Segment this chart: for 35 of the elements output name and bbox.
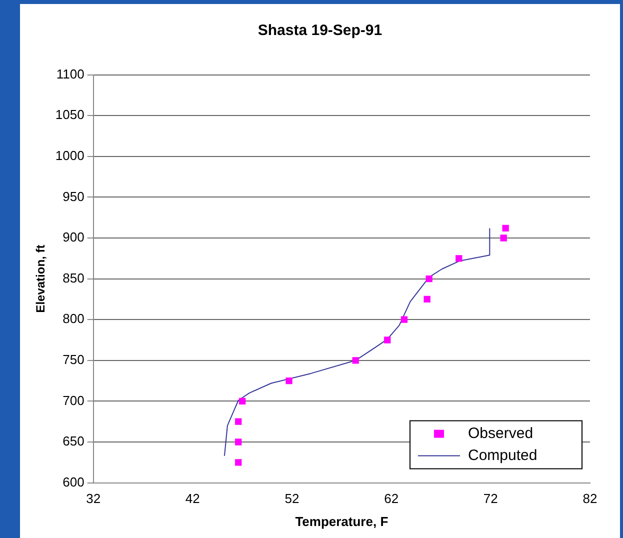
y-tick-label: 650 <box>62 434 84 449</box>
legend-label: Observed <box>468 424 534 442</box>
point <box>238 398 246 405</box>
y-tick-label: 600 <box>62 474 84 490</box>
y-tick-label: 1100 <box>56 66 84 82</box>
point <box>424 296 430 303</box>
y-tick-label: 700 <box>62 392 84 408</box>
y-tick-label: 800 <box>62 311 84 326</box>
point <box>235 418 242 425</box>
chart-title: Shasta 19-Sep-91 <box>256 22 384 39</box>
y-tick-label: 750 <box>62 352 84 367</box>
y-axis-title: Elevation, ft <box>34 244 48 313</box>
y-tick-label: 850 <box>62 270 84 286</box>
x-tick-label: 82 <box>582 491 598 506</box>
point <box>235 438 242 446</box>
legend-label: Computed <box>468 446 538 464</box>
point <box>456 255 462 262</box>
x-tick-label: 32 <box>86 491 101 506</box>
y-tick-label: 1050 <box>55 107 84 122</box>
x-axis-title: Temperature, F <box>295 514 388 529</box>
point <box>235 459 242 466</box>
y-tick-label: 900 <box>62 230 84 245</box>
point <box>426 275 432 282</box>
point <box>384 336 391 344</box>
y-tick-label: 950 <box>62 188 84 204</box>
point <box>502 224 509 232</box>
point <box>500 234 507 242</box>
point <box>286 377 292 384</box>
x-tick-label: 72 <box>483 491 498 506</box>
y-tick-label: 1000 <box>55 148 84 163</box>
x-tick-label: 62 <box>384 491 399 506</box>
x-tick-label: 52 <box>284 491 300 506</box>
x-tick-label: 42 <box>185 491 200 506</box>
point <box>400 316 408 323</box>
point <box>352 357 359 364</box>
